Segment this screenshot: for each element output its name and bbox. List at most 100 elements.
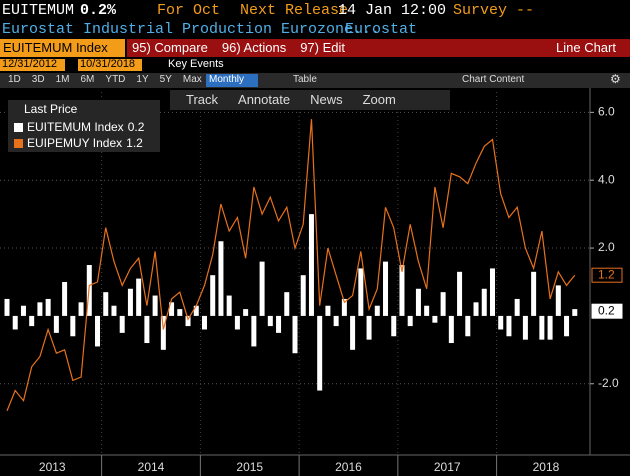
y-tick-label: 2.0 — [598, 240, 615, 254]
bar — [374, 305, 380, 316]
bar — [465, 315, 471, 337]
bar — [498, 315, 504, 330]
bar — [284, 292, 290, 316]
menu-item[interactable]: 96) Actions — [221, 40, 287, 55]
legend-entry: EUIPEMUY Index 1.2 — [14, 135, 144, 151]
bar — [62, 281, 68, 316]
bar — [539, 315, 545, 340]
bar — [226, 295, 232, 316]
menu-item[interactable]: 97) Edit — [300, 40, 346, 55]
bar — [366, 315, 372, 340]
bar — [350, 315, 356, 350]
bar — [177, 309, 183, 316]
bar — [20, 305, 26, 316]
y-tick-label: -2.0 — [598, 376, 619, 390]
bar — [201, 315, 207, 330]
table[interactable]: Table — [293, 74, 317, 85]
bar — [12, 315, 18, 330]
legend-value: 0.2 — [127, 120, 145, 134]
last-value-box — [591, 267, 623, 283]
next-release: 14 Jan 12:00 — [338, 2, 447, 19]
bar — [193, 305, 199, 316]
bar — [243, 309, 249, 316]
bar — [103, 292, 109, 316]
period-button[interactable]: 1D — [8, 74, 21, 85]
period: For Oct — [157, 2, 221, 19]
frequency[interactable]: Monthly — [209, 74, 245, 85]
bar — [572, 309, 578, 316]
legend-label: EUITEMUM Index — [27, 120, 124, 134]
bar — [325, 305, 331, 316]
period-button[interactable]: 6M — [80, 74, 95, 85]
date-box[interactable] — [78, 59, 142, 71]
legend-entries: EUITEMUM Index 0.2 EUIPEMUY Index 1.2 — [14, 119, 144, 151]
bar — [489, 268, 495, 316]
survey: Survey -- — [453, 2, 535, 19]
y-tick-label: 6.0 — [598, 105, 615, 119]
period-button[interactable]: 1M — [55, 74, 70, 85]
tools: Track Annotate News Zoom — [186, 92, 396, 107]
y-tick-label: 4.0 — [598, 172, 615, 186]
bar — [218, 241, 224, 316]
bar — [234, 315, 240, 330]
bar — [514, 298, 520, 316]
bar — [432, 315, 438, 323]
legend-entry: EUITEMUM Index 0.2 — [14, 119, 144, 135]
bar — [53, 315, 59, 333]
bar — [555, 285, 561, 316]
bar — [473, 302, 479, 316]
tool-button[interactable]: Zoom — [362, 92, 396, 107]
date-box[interactable] — [0, 59, 65, 71]
bar — [522, 315, 528, 340]
bar — [111, 305, 117, 316]
legend-title: Last Price — [24, 102, 78, 116]
bar — [160, 315, 166, 350]
bar — [4, 298, 10, 316]
tool-button[interactable]: Annotate — [238, 92, 291, 107]
bar — [564, 315, 570, 337]
source: Eurostat — [345, 21, 418, 38]
menu-item[interactable]: 95) Compare — [132, 40, 208, 55]
x-tick-label: 2017 — [434, 460, 461, 474]
bar — [127, 288, 133, 316]
period-button[interactable]: 1Y — [136, 74, 149, 85]
bar — [481, 288, 487, 316]
line — [6, 119, 576, 412]
security[interactable]: EUITEMUM Index — [3, 40, 108, 55]
ticker: EUITEMUM — [2, 2, 75, 19]
bar — [144, 315, 150, 344]
bar — [448, 315, 454, 344]
security-box[interactable] — [0, 39, 125, 57]
end-date[interactable]: 10/31/2018 — [80, 58, 136, 70]
last-value-box — [591, 303, 623, 319]
legend-label: EUIPEMUY Index — [27, 136, 123, 150]
bar — [251, 315, 257, 347]
bar — [29, 315, 35, 327]
tool-button[interactable]: Track — [186, 92, 219, 107]
bar — [308, 214, 314, 316]
start-date[interactable]: 12/31/2012 — [2, 58, 58, 70]
period-button[interactable]: Max — [182, 74, 202, 85]
chart-kind[interactable]: Line Chart — [556, 40, 616, 55]
bar — [37, 302, 43, 316]
key-events[interactable]: Key Events — [168, 58, 224, 70]
period-button[interactable]: 5Y — [159, 74, 172, 85]
period-button[interactable]: YTD — [105, 74, 126, 85]
x-tick-label: 2014 — [138, 460, 165, 474]
bar — [169, 302, 175, 316]
period-button[interactable]: 3D — [31, 74, 45, 85]
bar — [391, 315, 397, 337]
frequency-box[interactable] — [206, 74, 258, 87]
bar — [292, 315, 298, 354]
tool-button[interactable]: News — [310, 92, 343, 107]
description: Eurostat Industrial Production Eurozone.… — [2, 21, 381, 38]
bar — [185, 315, 191, 327]
chart-content[interactable]: Chart Content — [462, 74, 525, 85]
bar — [506, 315, 512, 337]
bar — [415, 288, 421, 316]
x-tick-label: 2018 — [533, 460, 560, 474]
x-tick-label: 2016 — [335, 460, 362, 474]
settings-icon[interactable]: ⚙ — [610, 72, 621, 86]
bar — [70, 315, 76, 337]
bar — [341, 298, 347, 316]
